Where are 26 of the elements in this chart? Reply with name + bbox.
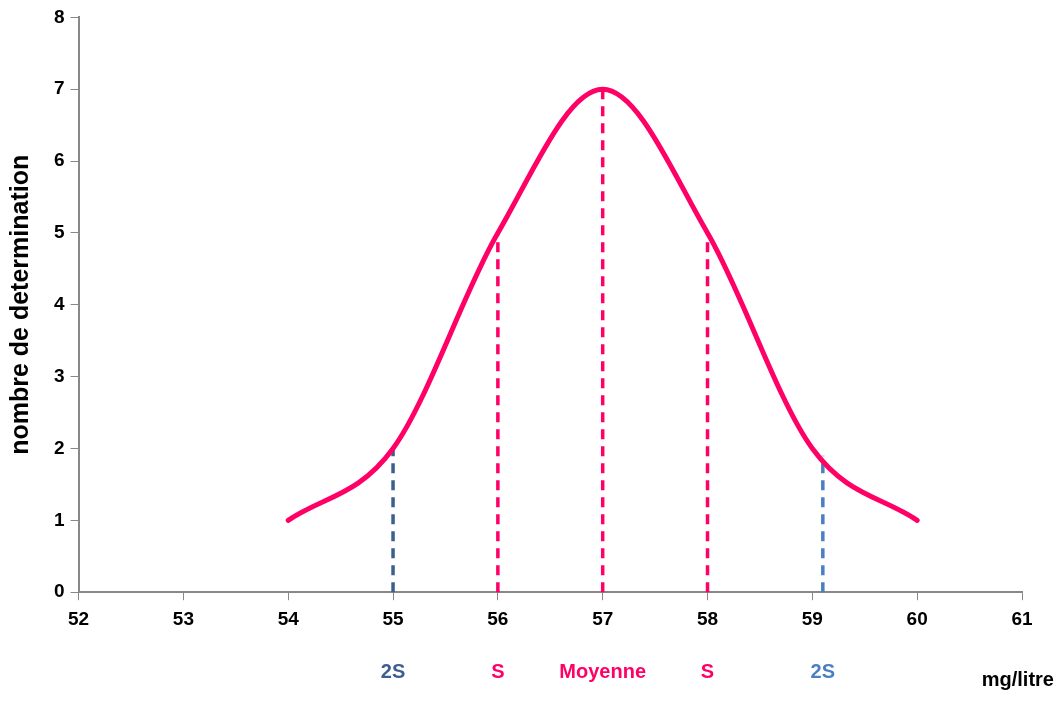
y-tick-label: 3 bbox=[53, 364, 65, 386]
y-tick-label: 8 bbox=[53, 5, 65, 27]
x-tick-label: 60 bbox=[906, 607, 928, 629]
x-tick-label: 59 bbox=[801, 607, 823, 629]
y-tick-label: 6 bbox=[53, 149, 65, 171]
x-axis-title: mg/litre bbox=[981, 667, 1054, 690]
x-tick-label: 55 bbox=[382, 607, 405, 629]
y-tick-label: 0 bbox=[53, 580, 65, 602]
x-tick-label: 58 bbox=[696, 607, 719, 629]
x-tick-label: 56 bbox=[487, 607, 509, 629]
ref-line-label: 2S bbox=[810, 659, 836, 682]
x-tick-label: 53 bbox=[172, 607, 194, 629]
x-tick-label: 61 bbox=[1011, 607, 1033, 629]
ref-line-label: S bbox=[491, 659, 505, 682]
y-tick-label: 4 bbox=[53, 293, 65, 315]
y-tick-label: 1 bbox=[53, 508, 65, 530]
ref-line-label: 2S bbox=[380, 659, 406, 682]
y-tick-label: 7 bbox=[53, 77, 65, 99]
y-axis-title: nombre de determination bbox=[4, 154, 33, 455]
ref-line-label: Moyenne bbox=[559, 659, 647, 682]
x-tick-label: 52 bbox=[68, 607, 90, 629]
y-tick-label: 5 bbox=[53, 221, 65, 243]
y-tick-label: 2 bbox=[53, 436, 65, 458]
x-tick-label: 57 bbox=[592, 607, 614, 629]
x-tick-label: 54 bbox=[277, 607, 300, 629]
ref-line-label: S bbox=[700, 659, 715, 682]
